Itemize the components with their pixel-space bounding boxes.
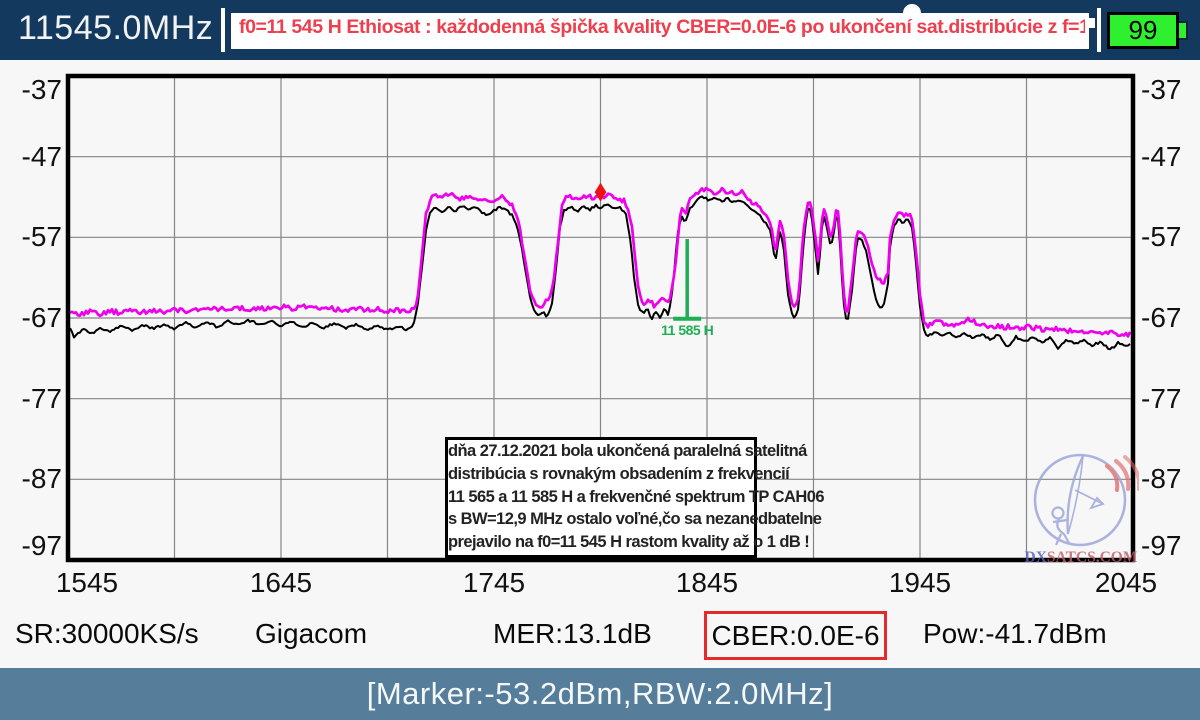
- axis-tick-label: 1545: [55, 567, 119, 598]
- logo-text-rest: SATCS.COM: [1047, 549, 1138, 566]
- axis-tick-label: 1845: [675, 567, 739, 598]
- marker-diamond: [594, 182, 607, 202]
- cber-highlight-box: CBER:0.0E-6: [704, 611, 887, 660]
- annotation-line: distribúcia s rovnakým obsadením z frekv…: [448, 464, 790, 483]
- annotation-line: s BW=12,9 MHz ostalo voľné,čo sa nezaned…: [448, 510, 822, 529]
- axis-tick-label: -77: [1141, 382, 1182, 414]
- annotation-line: prejavilo na f0=11 545 H rastom kvality …: [448, 533, 810, 552]
- tuned-frequency-readout: 11545.0MHz: [18, 9, 214, 47]
- axis-tick-label: -67: [1141, 302, 1182, 333]
- axis-tick-label: -97: [21, 530, 62, 561]
- plot-border: [65, 73, 1136, 563]
- axis-tick-label: 2045: [1094, 567, 1158, 598]
- annotation-line: 11 565 a 11 585 H a frekvenčné spektrum …: [448, 487, 825, 506]
- axis-tick-label: -37: [21, 74, 62, 105]
- dxsatcs-logo: DXSATCS.COM: [1025, 453, 1139, 566]
- axis-tick-label: -47: [1141, 140, 1182, 172]
- signal-quality-battery: 99: [1107, 12, 1179, 49]
- axis-tick-label: 1645: [249, 567, 313, 598]
- annotation-note-box: dňa 27.12.2021 bola ukončená paralelná s…: [445, 437, 825, 558]
- axis-tick-label: 1945: [888, 567, 952, 598]
- delimiter-frequency-label: 11 585 H: [661, 321, 714, 338]
- axis-tick-label: -97: [1141, 530, 1182, 561]
- marker-rbw-readout: [Marker:-53.2dBm,RBW:2.0MHz]: [366, 676, 834, 711]
- axis-tick-label: -87: [21, 463, 62, 495]
- footer-bar: [Marker:-53.2dBm,RBW:2.0MHz]: [0, 668, 1200, 720]
- axis-tick-label: -57: [1141, 221, 1182, 253]
- logo-text-dx: DX: [1025, 549, 1048, 566]
- title-bar: 11545.0MHz f0=11 545 H Ethiosat : každod…: [0, 0, 1200, 60]
- svg-text:DXSATCS.COM: DXSATCS.COM: [1025, 549, 1138, 566]
- signal-quality-value: 99: [1128, 15, 1158, 45]
- battery-terminal: [1179, 21, 1188, 40]
- mer-readout: MER:13.1dB: [493, 618, 652, 649]
- axis-tick-label: -77: [21, 382, 62, 414]
- axis-tick-label: -57: [21, 221, 62, 253]
- separator: [1097, 8, 1101, 52]
- cber-readout: CBER:0.0E-6: [711, 620, 880, 651]
- axis-tick-label: 1745: [462, 567, 526, 598]
- axis-tick-label: -47: [21, 140, 62, 172]
- live-trace: [69, 195, 1131, 351]
- axis-tick-label: -87: [1141, 463, 1182, 495]
- separator: [221, 8, 225, 52]
- symbol-rate-readout: SR:30000KS/s: [15, 618, 199, 649]
- power-readout: Pow:-41.7dBm: [923, 618, 1107, 649]
- axis-tick-label: -67: [21, 302, 62, 333]
- provider-name: Gigacom: [255, 618, 368, 649]
- banner-box: f0=11 545 H Ethiosat : každodenná špička…: [231, 13, 1089, 49]
- annotation-line: dňa 27.12.2021 bola ukončená paralelná s…: [448, 442, 807, 460]
- banner-tab: [1089, 18, 1095, 28]
- axis-tick-label: -37: [1141, 74, 1182, 105]
- banner-text: f0=11 545 H Ethiosat : každodenná špička…: [239, 16, 1085, 38]
